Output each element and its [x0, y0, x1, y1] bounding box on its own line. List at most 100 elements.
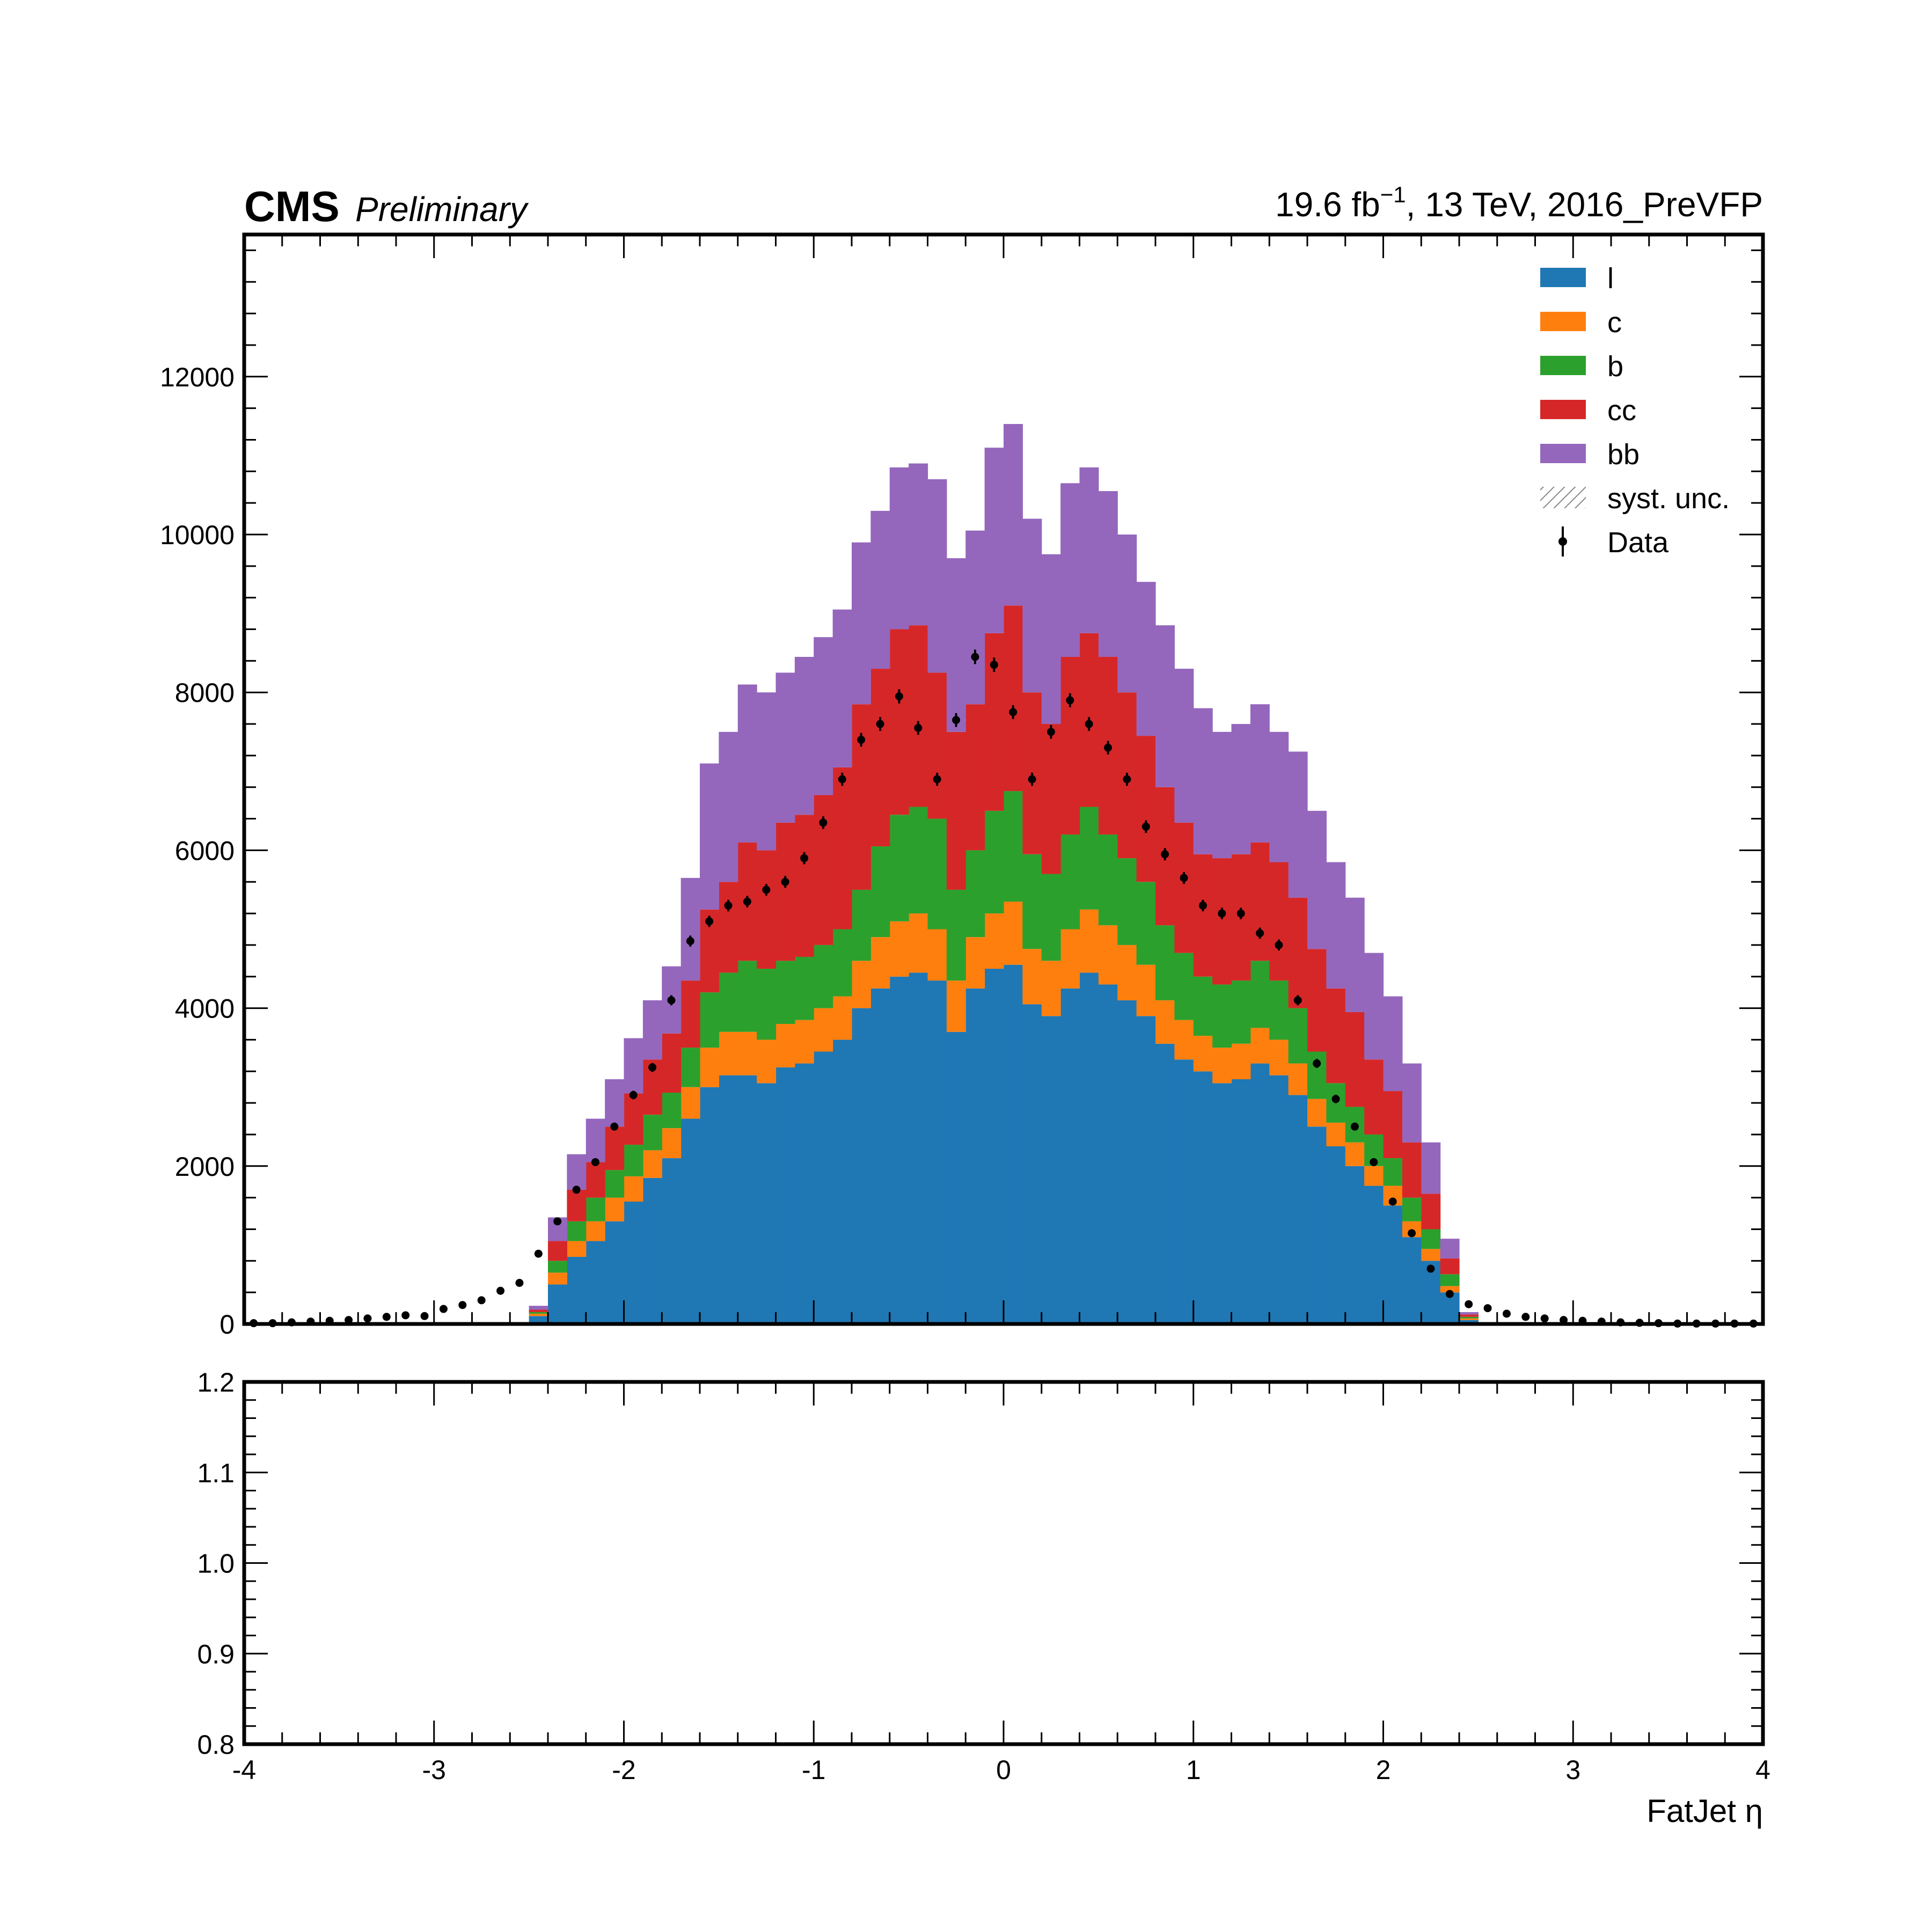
x-tick-label-3: -1	[802, 1755, 825, 1785]
bar-cc-35	[1193, 854, 1213, 977]
bar-c-41	[1307, 1099, 1327, 1127]
bar-b-35	[1193, 976, 1213, 1036]
bar-c-36	[1212, 1048, 1232, 1084]
bar-bb-27	[1041, 554, 1061, 724]
bar-bb-30	[1098, 491, 1118, 657]
bar-cc-12	[757, 850, 777, 969]
bar-c-22	[946, 980, 966, 1032]
bar-c-39	[1269, 1040, 1289, 1075]
data-point-60	[1388, 1197, 1397, 1206]
y-tick-labels: 0 2000 4000 6000 8000 10000 12000	[160, 362, 235, 1340]
bar-cc-2	[567, 1189, 587, 1221]
bar-bb-6	[642, 1000, 662, 1060]
main-plot-frame	[242, 232, 1765, 1326]
bar-b-7	[662, 1092, 682, 1129]
bar-bb-42	[1326, 862, 1346, 989]
y-tick-label-3: 6000	[175, 836, 235, 866]
bar-l-17	[852, 1008, 871, 1324]
bar-bb-0	[529, 1306, 548, 1310]
data-point-61	[1408, 1229, 1416, 1238]
bar-c-12	[757, 1040, 777, 1084]
bar-b-36	[1212, 984, 1232, 1048]
bar-b-2	[567, 1221, 587, 1241]
bar-bb-5	[624, 1038, 643, 1094]
bar-l-9	[700, 1087, 719, 1324]
bar-l-30	[1098, 984, 1118, 1324]
bar-c-31	[1117, 945, 1137, 1000]
bar-l-36	[1212, 1083, 1232, 1324]
legend-item-3: cc	[1540, 394, 1636, 427]
bar-l-15	[814, 1051, 833, 1324]
bar-cc-5	[624, 1093, 643, 1145]
bar-b-46	[1402, 1197, 1422, 1221]
x-tick-label-7: 3	[1565, 1755, 1580, 1785]
bar-bb-18	[870, 510, 890, 669]
data-point-67	[1521, 1313, 1530, 1321]
data-point-19	[610, 1122, 619, 1131]
bar-l-4	[605, 1221, 625, 1324]
bar-c-3	[586, 1221, 605, 1241]
data-point-55	[1293, 995, 1302, 1006]
bar-bb-10	[719, 731, 738, 882]
bar-c-40	[1288, 1063, 1308, 1095]
bar-c-21	[927, 929, 947, 981]
bar-bb-37	[1231, 724, 1251, 854]
ratio-plot-frame	[242, 1380, 1765, 1746]
bar-l-6	[642, 1177, 662, 1324]
legend-item-6: Data	[1558, 526, 1669, 559]
data-point-20	[629, 1091, 638, 1100]
bar-b-27	[1041, 874, 1061, 961]
bar-cc-1	[548, 1241, 567, 1261]
status-label: Preliminary	[355, 190, 529, 229]
bar-b-20	[909, 807, 928, 914]
bar-bb-15	[814, 637, 833, 795]
x-tick-label-8: 4	[1755, 1755, 1770, 1785]
bar-bb-14	[794, 656, 814, 815]
data-point-46	[1123, 772, 1131, 786]
legend-item-1: c	[1540, 306, 1622, 339]
data-point-64	[1465, 1300, 1473, 1308]
ratio-tick-label-3: 1.1	[197, 1458, 235, 1488]
bar-c-13	[775, 1024, 795, 1067]
bar-b-12	[757, 969, 777, 1040]
bar-b-1	[548, 1261, 567, 1273]
bar-bb-19	[889, 467, 909, 630]
bar-b-25	[1004, 791, 1023, 902]
bar-c-25	[1004, 902, 1023, 965]
data-point-68	[1540, 1314, 1549, 1323]
bar-bb-22	[946, 558, 966, 732]
bar-c-8	[680, 1087, 700, 1119]
data-point-41	[1028, 772, 1036, 786]
bar-l-33	[1155, 1043, 1175, 1324]
bar-cc-42	[1326, 988, 1346, 1084]
data-point-23	[686, 935, 694, 947]
bar-b-24	[984, 810, 1004, 914]
bar-b-14	[794, 956, 814, 1020]
bar-cc-23	[965, 704, 985, 851]
data-point-40	[1009, 705, 1018, 719]
bar-b-26	[1022, 854, 1042, 949]
legend: lcb cc bb syst. unc. Data	[1540, 262, 1730, 559]
bar-b-29	[1079, 807, 1099, 910]
data-point-5	[345, 1316, 353, 1324]
bar-l-28	[1060, 988, 1080, 1324]
bar-c-49	[1459, 1318, 1479, 1320]
data-point-57	[1331, 1094, 1340, 1103]
data-point-63	[1445, 1290, 1454, 1298]
bar-l-34	[1174, 1059, 1194, 1324]
legend-label-4: bb	[1607, 438, 1640, 471]
data-point-33	[876, 717, 884, 731]
bar-l-46	[1402, 1237, 1422, 1324]
x-tick-label-5: 1	[1186, 1755, 1201, 1785]
data-point-53	[1256, 927, 1264, 939]
data-point-43	[1066, 693, 1074, 707]
bar-c-2	[567, 1241, 587, 1257]
bar-c-47	[1421, 1249, 1441, 1261]
bar-cc-25	[1004, 605, 1023, 792]
bar-bb-47	[1421, 1142, 1441, 1194]
legend-label-3: cc	[1607, 394, 1636, 427]
data-point-36	[933, 772, 941, 786]
bar-l-23	[965, 988, 985, 1324]
y-tick-label-1: 2000	[175, 1152, 235, 1182]
bar-b-18	[870, 846, 890, 938]
